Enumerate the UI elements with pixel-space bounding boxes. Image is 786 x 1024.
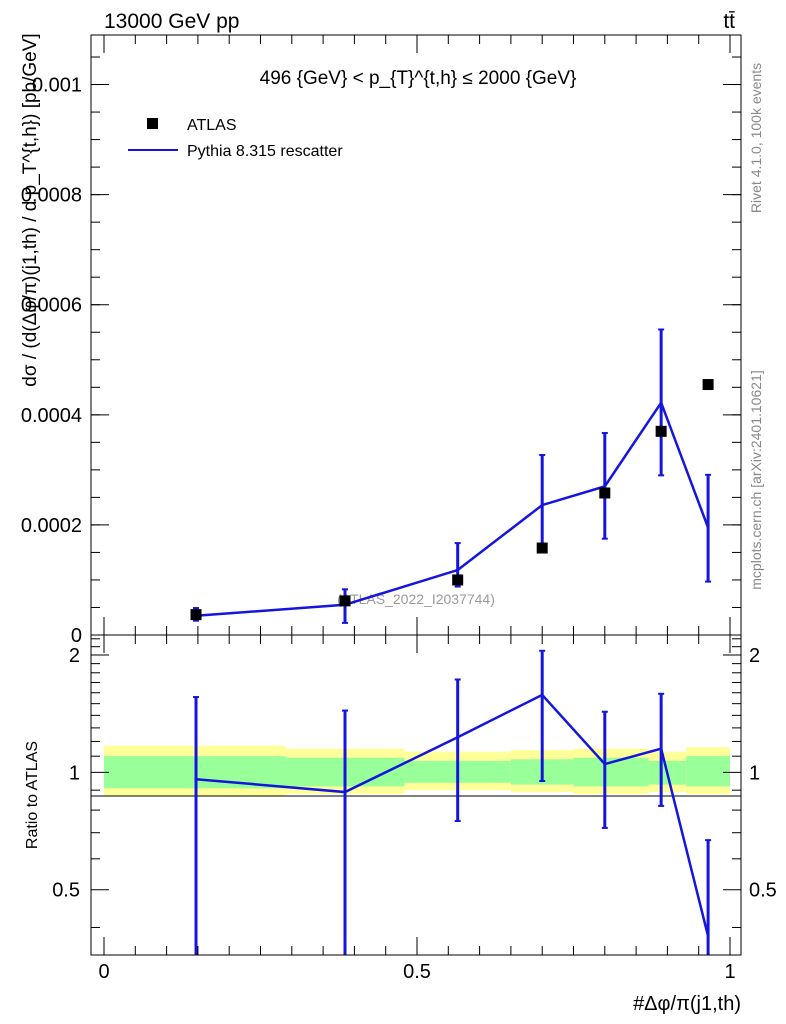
atlas-data-point	[702, 379, 714, 391]
main-series-group	[190, 328, 714, 624]
main-y-tick-label: 0.0006	[21, 295, 82, 317]
main-y-axis-label: dσ / (d(Δφ/π)(j1,th) / d p_T^{t,h}) [pb/…	[20, 33, 41, 386]
main-axis-ticks	[91, 35, 741, 636]
main-y-tick-label: 0.0004	[21, 405, 82, 427]
ratio-panel: 0.5 0.51 12 2 0 0.5 1 Ratio to ATLAS #Δφ/π(j1…	[24, 634, 777, 1015]
atlas-data-point	[655, 425, 667, 437]
ratio-y-tick-label-left: 2	[69, 645, 80, 667]
process-label: tt̄	[723, 10, 735, 33]
mc-series-line	[195, 399, 710, 617]
ratio-x-tick-label: 0	[98, 961, 109, 983]
main-plot-title: 496 {GeV} < p_{T}^{t,h} ≤ 2000 {GeV}	[260, 68, 577, 89]
ratio-axis-ticks	[91, 635, 741, 955]
main-y-tick-label: 0	[71, 625, 82, 647]
ratio-series-line	[195, 693, 710, 937]
ratio-y-tick-labels: 0.5 0.5 1 1 2 2	[52, 645, 777, 902]
ratio-uncertainty-band	[104, 745, 730, 796]
legend: ATLAS Pythia 8.315 rescatter	[128, 117, 343, 160]
main-y-tick-labels: 0 0.0002 0.0004 0.0006 0.0008 0.001	[21, 75, 82, 647]
ratio-x-tick-labels: 0 0.5 1	[98, 961, 735, 983]
atlas-data-point	[599, 487, 611, 499]
ratio-y-tick-label-left: 1	[69, 762, 80, 784]
atlas-data-point	[190, 609, 202, 621]
legend-atlas-label: ATLAS	[187, 117, 237, 134]
ratio-y-tick-label-left: 0.5	[52, 880, 80, 902]
main-y-tick-label: 0.001	[32, 75, 82, 97]
atlas-data-point	[452, 574, 464, 586]
x-axis-label: #Δφ/π(j1,th)	[633, 993, 741, 1015]
legend-pythia-label: Pythia 8.315 rescatter	[187, 143, 343, 160]
atlas-data-point	[339, 595, 351, 607]
collision-label: 13000 GeV pp	[104, 10, 239, 33]
ratio-x-tick-label: 0.5	[403, 961, 431, 983]
rivet-version-label: Rivet 4.1.0, 100k events	[748, 63, 764, 213]
ratio-band-inner-segment	[686, 756, 730, 787]
ratio-y-tick-label-right: 1	[749, 762, 760, 784]
ratio-frame	[90, 634, 742, 956]
ratio-band-inner-segment	[104, 756, 197, 789]
ratio-series-group	[193, 649, 712, 955]
main-y-tick-label: 0.0002	[21, 515, 82, 537]
ratio-y-axis-label: Ratio to ATLAS	[24, 741, 41, 849]
ratio-x-tick-label: 1	[724, 961, 735, 983]
ratio-y-tick-label-right: 2	[749, 645, 760, 667]
legend-atlas-marker	[147, 118, 158, 129]
ratio-y-tick-label-right: 0.5	[749, 880, 777, 902]
mcplots-source-label: mcplots.cern.ch [arXiv:2401.10621]	[748, 370, 764, 589]
main-y-tick-label: 0.0008	[21, 185, 82, 207]
atlas-data-point	[536, 542, 548, 554]
